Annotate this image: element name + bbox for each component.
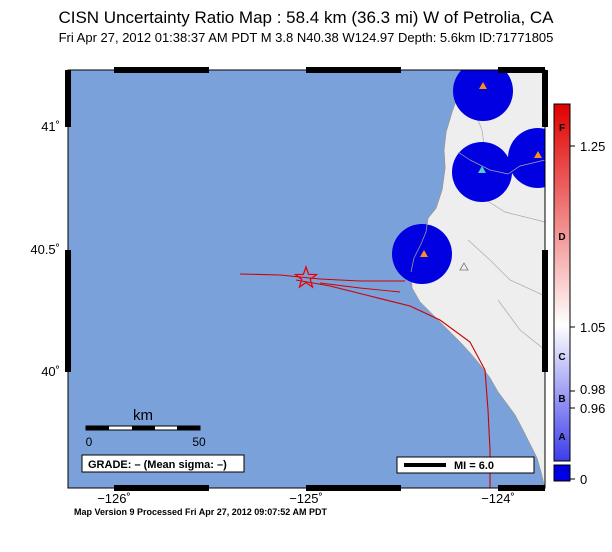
scale-end: 50 xyxy=(192,435,206,449)
right-border-ticks xyxy=(542,70,548,372)
left-border-ticks xyxy=(65,70,71,372)
top-border-ticks xyxy=(114,67,545,73)
county-line xyxy=(467,239,545,297)
station-blob xyxy=(453,70,513,121)
scale-start: 0 xyxy=(86,435,93,449)
fault-line xyxy=(319,282,401,293)
epicenter-star-icon xyxy=(293,265,319,289)
lat-label-40-5: 40.5˚ xyxy=(30,242,60,257)
grade-label: GRADE: – (Mean sigma: –) xyxy=(88,459,227,471)
lat-label-40: 40˚ xyxy=(41,364,60,379)
mi-legend-label: MI = 6.0 xyxy=(454,460,494,472)
mi-legend: MI = 6.0 xyxy=(396,456,535,474)
lat-label-41: 41˚ xyxy=(41,119,60,134)
coastline xyxy=(410,111,453,273)
grade-box: GRADE: – (Mean sigma: –) xyxy=(81,454,245,473)
station-triangle-icon xyxy=(479,82,487,89)
grade-letter-d: D xyxy=(558,232,565,243)
river-line xyxy=(457,151,545,175)
fault-line xyxy=(239,273,405,282)
county-line xyxy=(497,299,545,351)
colorbar-value-1-05: 1.05 xyxy=(580,320,605,335)
colorbar-value-0-98: 0.98 xyxy=(580,382,605,397)
map-title: CISN Uncertainty Ratio Map : 58.4 km (36… xyxy=(58,8,554,27)
station-blob xyxy=(508,128,545,188)
event-subtitle: Fri Apr 27, 2012 01:38:37 AM PDT M 3.8 N… xyxy=(58,30,554,45)
station-triangle-icon xyxy=(478,166,486,173)
ratio-colorbar: F D C B A 1.25 1.05 0.98 0.96 0 xyxy=(553,103,605,487)
lon-label-124: −124˚ xyxy=(481,491,515,506)
grade-letter-b: B xyxy=(558,394,565,405)
lon-label-125: −125˚ xyxy=(289,491,323,506)
fault-line xyxy=(295,279,491,488)
lon-label-126: −126˚ xyxy=(97,491,131,506)
station-triangle-icon xyxy=(534,151,542,158)
grade-letter-a: A xyxy=(558,432,565,443)
scale-unit: km xyxy=(133,407,153,424)
colorbar-value-0: 0 xyxy=(580,472,587,487)
colorbar-value-0-96: 0.96 xyxy=(580,401,605,416)
processing-footer: Map Version 9 Processed Fri Apr 27, 2012… xyxy=(74,507,327,517)
grade-letter-c: C xyxy=(558,352,565,363)
station-triangle-icon xyxy=(459,262,469,271)
scale-bar: km 0 50 xyxy=(85,407,206,449)
station-triangle-icon xyxy=(420,250,428,257)
colorbar-value-1-25: 1.25 xyxy=(580,139,605,154)
grade-letter-f: F xyxy=(559,123,565,134)
bottom-border-ticks xyxy=(114,485,545,491)
